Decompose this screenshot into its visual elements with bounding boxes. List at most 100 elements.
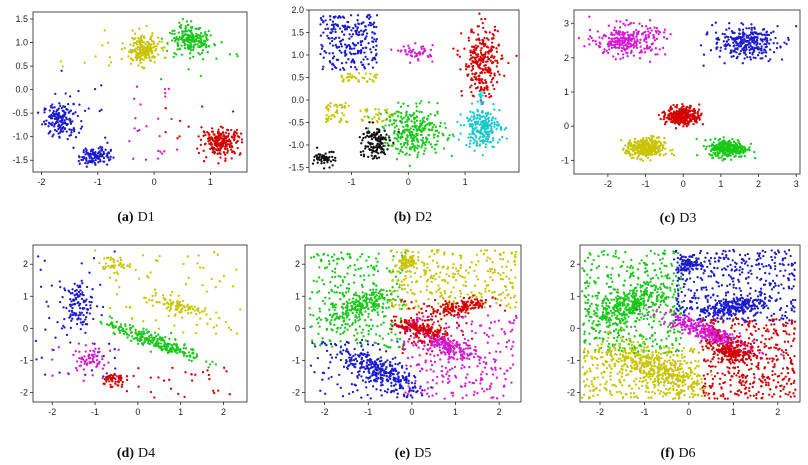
data-point-blue [756,36,759,40]
y-tick-label: -0.5 [12,108,28,118]
data-point-red [471,59,474,63]
data-point-black [364,145,367,148]
data-point-blue [714,31,718,34]
data-point-blue [353,47,356,50]
data-point-red [238,136,241,139]
data-point-yellow [645,140,649,143]
data-point-yellow [194,312,198,316]
data-point-green [723,145,726,148]
data-point-yellow [640,152,643,156]
data-point-yellow [672,154,676,157]
data-point-yellow [143,41,146,44]
data-point-green [416,138,419,141]
data-point-magenta [415,53,418,56]
data-point-blue [81,282,84,285]
data-point-blue [370,51,373,54]
data-point-magenta [83,360,86,363]
data-point-yellow [222,274,226,278]
y-tick-label: -1.0 [12,132,28,142]
data-point-green [309,313,312,316]
data-point-green [404,141,407,145]
data-point-red [483,71,487,74]
data-point-yellow [324,120,328,124]
data-point-yellow [144,43,147,46]
data-point-blue [34,339,38,343]
data-point-black [360,153,363,157]
data-point-green [434,125,437,129]
data-point-blue [101,305,105,309]
data-point-red [478,78,482,81]
data-point-magenta [658,48,661,51]
data-point-red [137,367,140,370]
data-point-blue [51,103,54,106]
data-point-green [753,150,756,154]
data-point-blue [371,23,375,26]
data-point-yellow [190,311,193,314]
data-point-red [467,65,471,68]
data-point-blue [85,165,88,168]
data-point-yellow [153,55,157,59]
data-point-green [155,335,158,338]
data-point-red [109,378,113,381]
data-point-green [410,146,414,149]
data-point-magenta [396,49,400,52]
data-point-yellow [642,150,645,153]
data-point-red [109,373,113,377]
data-point-blue [330,23,334,27]
data-point-blue [699,44,703,47]
data-point-blue [86,308,89,311]
data-point-blue [747,36,750,39]
data-point-magenta [78,364,81,368]
data-point-red [662,118,665,121]
data-point-magenta [78,350,81,353]
data-point-yellow [143,46,146,49]
data-point-yellow [134,50,138,53]
data-point-red [225,136,228,139]
data-point-blue [98,154,102,157]
data-point-magenta [404,50,407,53]
data-point-cyan [485,130,488,134]
data-point-black [388,136,391,139]
data-point-red [490,37,494,40]
data-point-yellow [642,137,645,140]
data-point-green [149,350,153,353]
data-point-green [189,355,192,358]
data-point-magenta [626,39,630,42]
axes-ticks: -2 -1 0 1-1.5-1.0-0.50.00.51.01.5 [12,14,212,187]
data-point-blue [107,342,111,345]
data-point-green [130,335,134,338]
data-point-red [701,123,704,126]
data-point-green [379,112,382,116]
data-point-green [146,330,149,334]
data-point-green [176,346,179,349]
data-point-green [177,37,180,41]
data-point-blue [70,300,73,303]
data-point-blue [742,38,746,41]
data-point-blue [94,158,97,162]
data-point-green [421,121,424,124]
data-point-blue [88,312,91,315]
data-point-green [343,276,346,279]
data-point-blue [337,45,341,49]
data-point-green [722,136,725,139]
data-point-blue [366,57,369,61]
data-point-black [374,136,377,139]
data-point-green [137,333,140,336]
data-point-yellow [346,76,349,79]
data-point-green [198,34,201,37]
data-point-green [356,332,359,335]
data-point-green [380,323,383,326]
y-tick-label: 2.0 [291,5,304,15]
data-point-blue [745,27,748,30]
data-point-red [482,26,485,29]
data-point-magenta [628,37,631,40]
data-point-red [200,126,203,129]
data-point-yellow [150,50,154,53]
data-point-yellow [201,283,204,287]
data-point-green [165,343,169,346]
data-point-green [704,139,707,142]
data-point-blue [84,373,87,376]
data-point-magenta [619,20,622,23]
data-point-black [320,160,323,163]
